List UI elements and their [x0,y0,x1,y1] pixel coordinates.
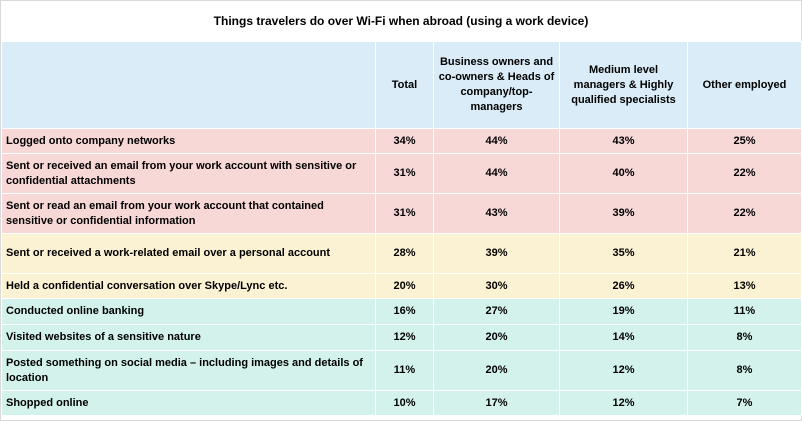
cell-value: 27% [433,298,560,325]
cell-value: 44% [433,128,560,154]
cell-value: 31% [375,153,434,194]
table-row: Sent or read an email from your work acc… [1,193,802,234]
cell-value: 8% [687,350,802,391]
cell-value: 35% [559,233,688,274]
cell-value: 10% [375,390,434,416]
column-header-label [1,41,376,129]
cell-value: 20% [433,324,560,351]
data-table: Total Business owners and co-owners & He… [1,41,802,416]
cell-value: 17% [433,390,560,416]
column-header-other-employed: Other employed [687,41,802,129]
cell-value: 21% [687,233,802,274]
row-label: Visited websites of a sensitive nature [1,324,376,351]
table-row: Shopped online 10% 17% 12% 7% [1,390,802,416]
cell-value: 43% [433,193,560,234]
row-label: Sent or read an email from your work acc… [1,193,376,234]
row-label: Held a confidential conversation over Sk… [1,273,376,299]
row-label: Conducted online banking [1,298,376,325]
cell-value: 28% [375,233,434,274]
column-header-medium-managers: Medium level managers & Highly qualified… [559,41,688,129]
table-row: Posted something on social media – inclu… [1,350,802,391]
cell-value: 13% [687,273,802,299]
chart-title: Things travelers do over Wi-Fi when abro… [213,14,589,28]
table-row: Held a confidential conversation over Sk… [1,273,802,299]
row-label: Posted something on social media – inclu… [1,350,376,391]
cell-value: 22% [687,153,802,194]
cell-value: 16% [375,298,434,325]
column-header-business-owners: Business owners and co-owners & Heads of… [433,41,560,129]
header-row: Total Business owners and co-owners & He… [1,41,802,129]
cell-value: 43% [559,128,688,154]
cell-value: 39% [433,233,560,274]
row-label: Shopped online [1,390,376,416]
table-row: Sent or received an email from your work… [1,153,802,194]
cell-value: 39% [559,193,688,234]
cell-value: 30% [433,273,560,299]
cell-value: 40% [559,153,688,194]
row-label: Sent or received an email from your work… [1,153,376,194]
cell-value: 34% [375,128,434,154]
table-row: Sent or received a work-related email ov… [1,233,802,274]
table-row: Conducted online banking 16% 27% 19% 11% [1,298,802,325]
cell-value: 26% [559,273,688,299]
table-body: Logged onto company networks 34% 44% 43% 25%… [1,128,802,416]
cell-value: 20% [433,350,560,391]
row-label: Sent or received a work-related email ov… [1,233,376,274]
cell-value: 14% [559,324,688,351]
cell-value: 22% [687,193,802,234]
cell-value: 8% [687,324,802,351]
cell-value: 20% [375,273,434,299]
table-row: Visited websites of a sensitive nature 12… [1,324,802,351]
cell-value: 19% [559,298,688,325]
cell-value: 31% [375,193,434,234]
column-header-total: Total [375,41,434,129]
cell-value: 12% [559,390,688,416]
row-label: Logged onto company networks [1,128,376,154]
cell-value: 12% [375,324,434,351]
table-row: Logged onto company networks 34% 44% 43% 25% [1,128,802,154]
cell-value: 11% [375,350,434,391]
cell-value: 7% [687,390,802,416]
cell-value: 11% [687,298,802,325]
cell-value: 44% [433,153,560,194]
cell-value: 25% [687,128,802,154]
cell-value: 12% [559,350,688,391]
